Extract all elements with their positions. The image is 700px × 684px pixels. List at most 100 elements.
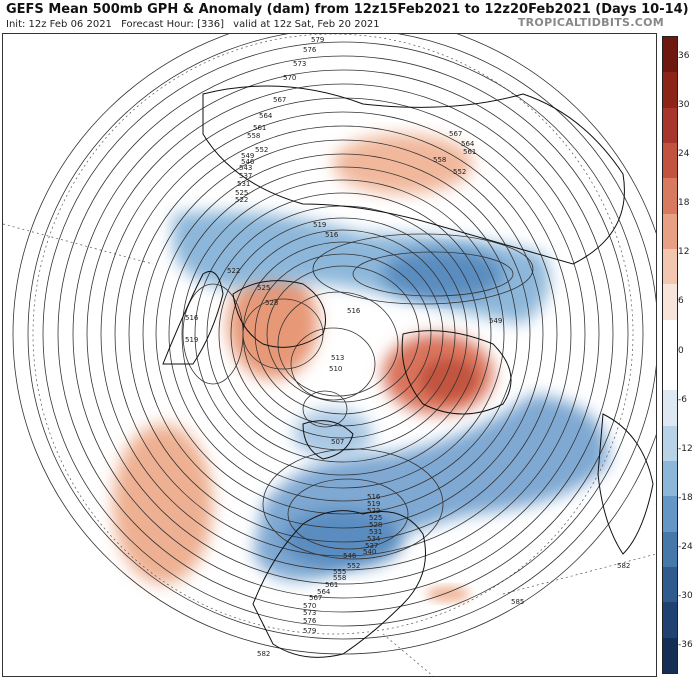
contour-label: 567 [449, 130, 462, 138]
positive-anomaly-alaska [228, 269, 318, 379]
colorbar-segment [663, 284, 677, 320]
contour-label: 516 [347, 307, 361, 315]
colorbar-tick: 30 [678, 100, 690, 110]
contour-label: 564 [259, 112, 273, 120]
anomaly-fields [113, 134, 609, 602]
eurasia-outline [202, 85, 625, 265]
contour-label: 531 [369, 528, 382, 536]
contour-label: 516 [325, 231, 339, 239]
contour-label: 522 [227, 267, 240, 275]
contour-label: 522 [367, 507, 380, 515]
contour-label: 558 [333, 574, 346, 582]
colorbar-segment [663, 566, 677, 603]
contour-label: 510 [329, 365, 342, 373]
init-time: Init: 12z Feb 06 2021 [6, 19, 112, 30]
positive-anomaly-pacific [113, 424, 213, 584]
colorbar-segment [663, 354, 677, 391]
contour-label: 579 [311, 36, 324, 44]
contour-label: 561 [463, 148, 476, 156]
contour-label: 582 [257, 650, 270, 658]
colorbar-segment [663, 72, 677, 108]
colorbar-tick: 24 [678, 149, 690, 159]
greenland-outline [302, 420, 354, 460]
europe-outline [597, 413, 654, 555]
alaska-outline [232, 280, 326, 348]
map-canvas: 579 576 573 570 567 564 561 558 552 549 … [3, 34, 656, 676]
colorbar-segment [663, 178, 677, 214]
colorbar-tick: -24 [678, 542, 693, 552]
contour-label: 552 [453, 168, 466, 176]
colorbar-segment [663, 248, 677, 285]
contour-label: 576 [303, 617, 317, 625]
contour-label: 528 [265, 299, 278, 307]
colorbar-segment [663, 107, 677, 143]
colorbar-segment [663, 142, 677, 179]
contour-label: 582 [617, 562, 630, 570]
colorbar-segment [663, 425, 677, 461]
contour-label: 540 [363, 548, 376, 556]
contour-label: 522 [235, 196, 248, 204]
coastlines [162, 85, 654, 658]
contour-label: 558 [433, 156, 446, 164]
colorbar-tick: -36 [678, 640, 693, 650]
contour-label: 519 [367, 500, 380, 508]
valid-time: valid at 12z Sat, Feb 20 2021 [233, 19, 380, 30]
contour-label: 525 [235, 189, 248, 197]
contour-label: 513 [331, 354, 344, 362]
contour-label: 519 [185, 336, 198, 344]
colorbar-segment [663, 319, 677, 355]
negative-anomaly-eurasia-core [383, 249, 503, 299]
contour-label: 567 [273, 96, 286, 104]
colorbar-segment [663, 390, 677, 426]
anomaly-colorbar [662, 36, 678, 674]
colorbar-tick: -12 [678, 444, 693, 454]
chart-title: GEFS Mean 500mb GPH & Anomaly (dam) from… [6, 2, 689, 17]
contour-label: 516 [367, 493, 381, 501]
chart-subtitle: Init: 12z Feb 06 2021 Forecast Hour: [33… [6, 19, 386, 30]
contour-label: 543 [239, 164, 252, 172]
contour-label: 570 [283, 74, 296, 82]
forecast-hour: Forecast Hour: [336] [121, 19, 224, 30]
negative-anomaly-na-core [283, 509, 403, 569]
colorbar-tick: -6 [678, 395, 687, 405]
colorbar-tick: -30 [678, 591, 693, 601]
contour-label: 570 [303, 602, 316, 610]
positive-anomaly-atlantic [426, 586, 470, 602]
contour-label: 549 [241, 152, 254, 160]
colorbar-tick: 18 [678, 198, 690, 208]
contour-label: 537 [365, 542, 378, 550]
positive-anomaly-asia [333, 134, 473, 194]
contour-label: 573 [303, 609, 316, 617]
colorbar-tick: -18 [678, 493, 693, 503]
contour-label: 564 [317, 588, 331, 596]
north-america-outline [252, 510, 426, 658]
contour-label: 525 [257, 284, 270, 292]
contour-label: 573 [293, 60, 306, 68]
contour-label: 561 [253, 124, 266, 132]
contour-label: 576 [303, 46, 317, 54]
colorbar-tick: 6 [678, 296, 684, 306]
positive-anomaly-core [420, 359, 476, 399]
contour-label: 507 [331, 438, 344, 446]
contour-label: 519 [313, 221, 326, 229]
colorbar-segment [663, 496, 677, 532]
map-panel: 579 576 573 570 567 564 561 558 552 549 … [2, 33, 657, 677]
contour-label: 552 [255, 146, 268, 154]
height-contours [12, 34, 656, 655]
colorbar-segment [663, 37, 677, 73]
contour-label: 525 [369, 514, 382, 522]
contour-label: 549 [489, 317, 502, 325]
contour-label: 558 [247, 132, 260, 140]
colorbar-tick: 12 [678, 247, 690, 257]
contour-label: 528 [369, 521, 382, 529]
contour-label: 546 [343, 552, 357, 560]
colorbar-segment [663, 460, 677, 497]
contour-label: 546 [241, 158, 255, 166]
colorbar-ticks: 36 30 24 18 12 6 0 -6 -12 -18 -24 -30 -3… [678, 36, 700, 672]
contour-label: 537 [239, 172, 252, 180]
contour-label: 555 [333, 568, 346, 576]
kamchatka-outline [162, 271, 224, 365]
contour-label: 552 [347, 562, 360, 570]
contour-label: 534 [367, 535, 381, 543]
contour-label: 585 [511, 598, 524, 606]
